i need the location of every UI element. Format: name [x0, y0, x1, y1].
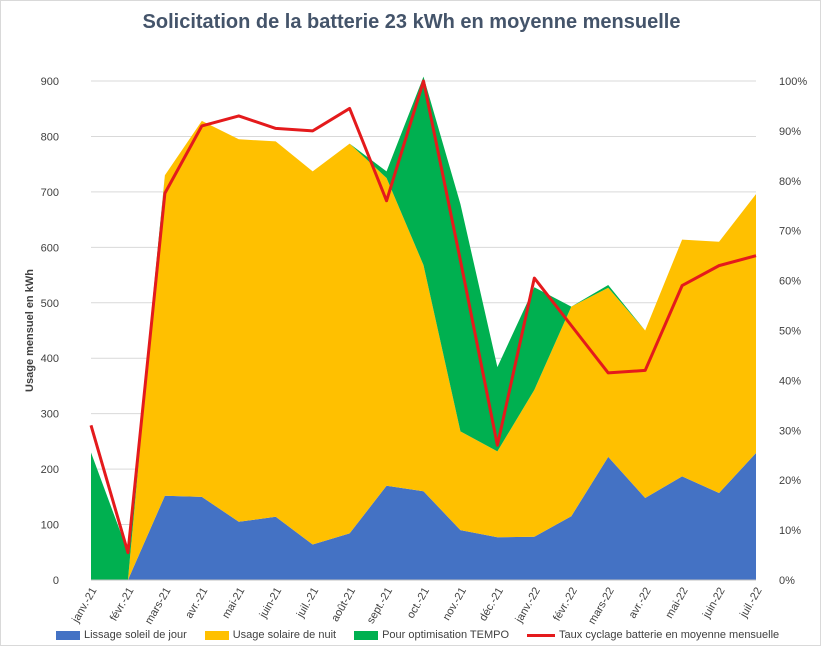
legend-label: Usage solaire de nuit — [232, 629, 337, 641]
x-tick-label: mai-22 — [664, 586, 691, 621]
x-tick-label: sept.-21 — [365, 586, 395, 626]
area-series-lissage-soleil-de-jour — [91, 453, 756, 580]
x-tick-label: avr.-22 — [627, 586, 654, 621]
legend-swatch — [204, 630, 229, 640]
x-tick-label: oct.-21 — [405, 586, 432, 621]
legend-item: Usage solaire de nuit — [204, 629, 337, 641]
legend-label: Lissage soleil de jour — [84, 629, 187, 641]
legend-label: Pour optimisation TEMPO — [382, 629, 510, 641]
y-axis-label: Usage mensuel en kWh — [24, 269, 36, 392]
y2-tick-label: 10% — [779, 525, 801, 537]
y-tick-label: 700 — [41, 187, 59, 199]
legend-item: Pour optimisation TEMPO — [354, 629, 509, 641]
x-tick-label: févr.-22 — [551, 586, 580, 624]
y2-tick-label: 30% — [779, 425, 801, 437]
y2-tick-label: 80% — [779, 176, 801, 188]
x-tick-label: déc.-21 — [477, 586, 506, 624]
y2-tick-label: 90% — [779, 126, 801, 138]
y2-tick-label: 50% — [779, 326, 801, 338]
y2-tick-label: 40% — [779, 375, 801, 387]
x-tick-label: mai-21 — [220, 586, 247, 621]
legend-label: Taux cyclage batterie en moyenne mensuel… — [559, 629, 780, 641]
y-tick-label: 400 — [41, 353, 59, 365]
chart-legend: Lissage soleil de jour Usage solaire de n… — [56, 629, 779, 641]
y2-tick-label: 60% — [779, 276, 801, 288]
x-tick-label: avr.-21 — [183, 586, 210, 621]
x-tick-label: juin-21 — [257, 586, 284, 621]
y-tick-label: 900 — [41, 76, 59, 88]
x-tick-label: janv.-21 — [70, 586, 100, 626]
x-tick-label: juil.-21 — [294, 586, 321, 621]
x-tick-label: mars-21 — [143, 586, 174, 627]
chart-title: Solicitation de la batterie 23 kWh en mo… — [142, 11, 681, 33]
y-tick-label: 600 — [41, 242, 59, 254]
y-tick-label: 0 — [53, 575, 59, 587]
x-tick-label: mars-22 — [586, 586, 617, 627]
y-tick-label: 100 — [41, 520, 59, 532]
y2-tick-label: 0% — [779, 575, 795, 587]
x-tick-label: nov.-21 — [441, 586, 469, 623]
line-series-taux-cyclage — [89, 79, 757, 555]
legend-swatch — [56, 630, 80, 640]
y2-tick-label: 70% — [779, 226, 801, 238]
y-tick-label: 300 — [41, 409, 59, 421]
legend-swatch — [527, 633, 556, 637]
legend-swatch — [354, 630, 379, 640]
x-tick-label: janv.-22 — [513, 586, 543, 626]
y2-tick-label: 20% — [779, 475, 801, 487]
y2-tick-label: 100% — [779, 76, 807, 88]
x-tick-label: août-21 — [329, 586, 358, 624]
x-tick-label: févr.-21 — [108, 586, 137, 624]
area-series-pour-optimisation-tempo — [91, 76, 756, 580]
area-series-usage-solaire-de-nuit — [91, 120, 756, 581]
x-tick-label: juil.-22 — [738, 586, 765, 621]
y-tick-label: 500 — [41, 298, 59, 310]
legend-item: Taux cyclage batterie en moyenne mensuel… — [527, 629, 779, 641]
legend-item: Lissage soleil de jour — [56, 629, 187, 641]
y-tick-label: 800 — [41, 131, 59, 143]
y-tick-label: 200 — [41, 464, 59, 476]
x-tick-label: juin-22 — [700, 586, 727, 621]
